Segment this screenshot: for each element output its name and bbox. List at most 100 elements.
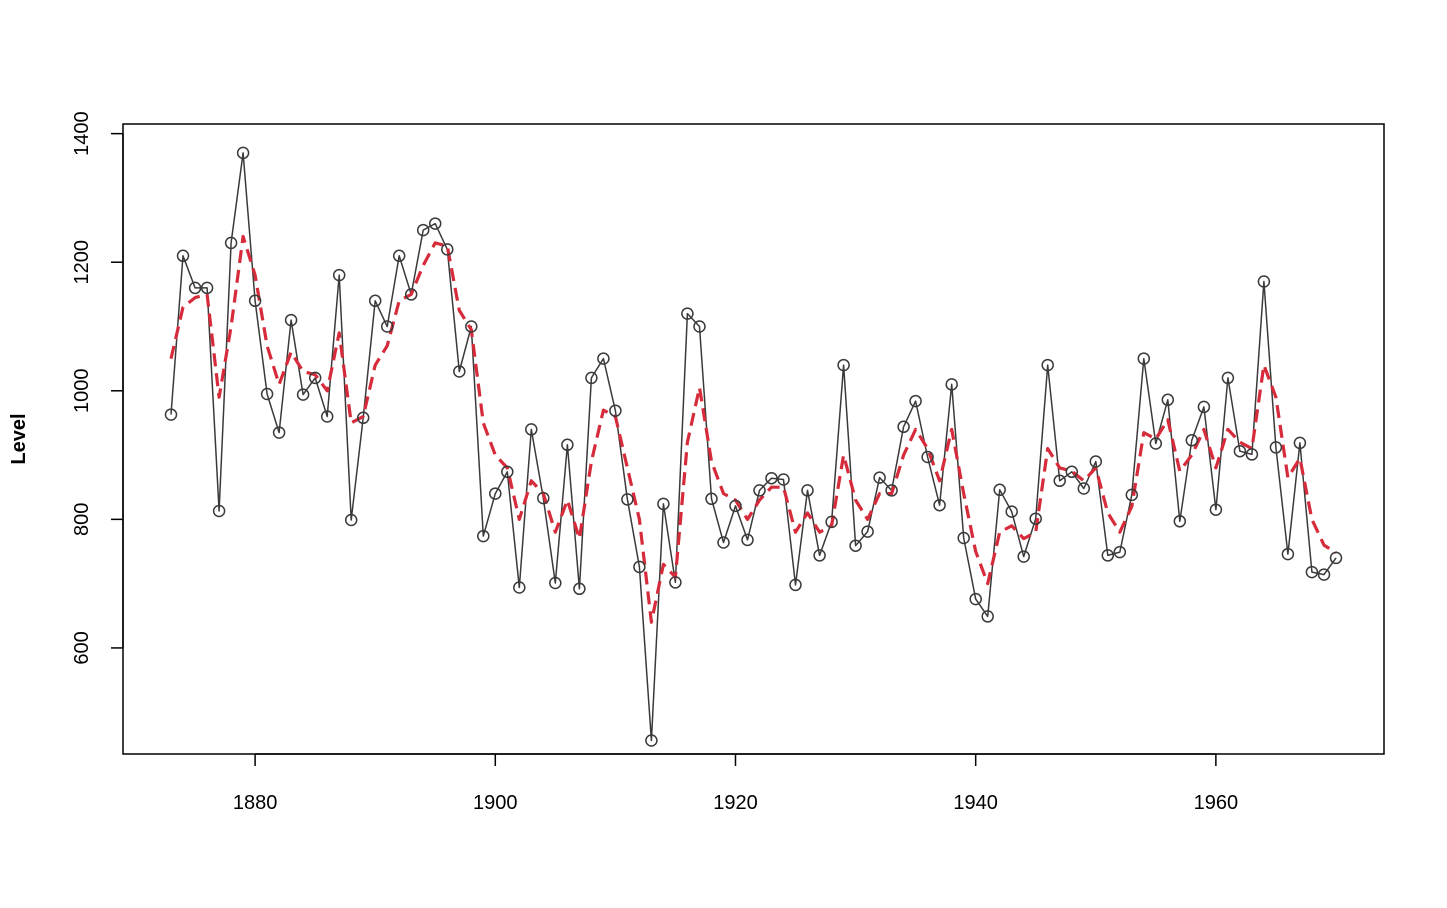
data-point bbox=[489, 487, 502, 500]
y-tick-label: 1000 bbox=[71, 369, 93, 414]
data-point bbox=[1221, 371, 1235, 385]
data-point bbox=[753, 484, 766, 497]
data-point bbox=[453, 365, 466, 378]
data-point bbox=[513, 581, 526, 594]
data-point bbox=[1197, 400, 1211, 414]
data-point bbox=[501, 465, 514, 479]
y-tick-label: 800 bbox=[71, 503, 93, 536]
data-point bbox=[212, 504, 226, 518]
data-point bbox=[525, 423, 538, 436]
data-point bbox=[1053, 474, 1066, 488]
data-point bbox=[789, 578, 802, 592]
data-points bbox=[164, 146, 1343, 747]
data-point bbox=[717, 536, 730, 549]
data-point bbox=[861, 525, 874, 538]
data-point bbox=[176, 249, 190, 263]
data-point bbox=[1245, 448, 1259, 461]
data-point bbox=[1173, 515, 1187, 528]
data-point bbox=[1329, 551, 1343, 565]
data-point bbox=[693, 320, 706, 333]
data-point bbox=[681, 307, 694, 320]
x-tick-label: 1880 bbox=[233, 792, 278, 814]
data-point bbox=[296, 388, 310, 401]
data-point bbox=[248, 294, 262, 308]
plot-frame bbox=[122, 123, 1385, 755]
x-tick-label: 1940 bbox=[953, 792, 998, 814]
data-point bbox=[1305, 565, 1319, 579]
x-axis: 1880 1900 1920 1940 1960 bbox=[233, 753, 1239, 814]
data-point bbox=[1005, 505, 1018, 518]
y-axis: 600 800 1000 1200 1400 bbox=[71, 111, 124, 665]
data-point bbox=[597, 352, 610, 365]
data-point bbox=[1293, 436, 1307, 450]
data-point bbox=[549, 576, 562, 590]
data-point bbox=[392, 249, 406, 263]
data-point bbox=[1185, 434, 1199, 447]
data-point bbox=[1209, 503, 1223, 516]
data-point bbox=[272, 426, 286, 439]
data-point bbox=[224, 236, 238, 250]
data-point bbox=[356, 411, 370, 425]
data-point bbox=[1317, 568, 1331, 581]
data-point bbox=[885, 484, 898, 497]
data-point bbox=[849, 539, 862, 552]
data-point bbox=[236, 146, 250, 160]
data-point bbox=[873, 471, 886, 484]
data-point bbox=[621, 493, 634, 506]
data-point bbox=[344, 513, 358, 527]
x-tick-label: 1960 bbox=[1194, 792, 1239, 814]
data-point bbox=[801, 484, 814, 497]
data-point bbox=[1257, 275, 1271, 288]
data-point bbox=[320, 410, 334, 423]
data-point bbox=[1233, 444, 1247, 458]
data-point bbox=[404, 288, 418, 301]
y-tick-label: 1400 bbox=[71, 111, 93, 156]
data-point bbox=[200, 281, 214, 295]
data-point bbox=[657, 497, 670, 511]
data-point bbox=[1161, 393, 1175, 407]
data-point bbox=[585, 371, 598, 385]
data-point bbox=[645, 734, 658, 747]
data-point bbox=[1125, 488, 1139, 502]
data-point bbox=[921, 450, 934, 464]
data-point bbox=[428, 217, 442, 230]
y-tick-label: 600 bbox=[71, 631, 93, 664]
data-point bbox=[957, 531, 970, 545]
data-point bbox=[633, 560, 646, 574]
data-point bbox=[741, 533, 754, 547]
data-point bbox=[441, 243, 454, 256]
x-tick-label: 1920 bbox=[713, 792, 758, 814]
data-point bbox=[909, 394, 922, 408]
data-point bbox=[1281, 547, 1295, 561]
data-point bbox=[260, 387, 274, 401]
series-lines bbox=[169, 152, 1337, 742]
data-point bbox=[308, 371, 322, 385]
data-point bbox=[537, 491, 550, 505]
data-point bbox=[477, 529, 490, 543]
data-point bbox=[1017, 550, 1030, 563]
data-point bbox=[933, 498, 946, 512]
data-point bbox=[1089, 455, 1103, 468]
data-point bbox=[1041, 358, 1054, 372]
data-point bbox=[1113, 545, 1127, 559]
data-point bbox=[1065, 465, 1079, 479]
data-point bbox=[837, 358, 850, 372]
data-point bbox=[729, 499, 742, 513]
data-point bbox=[164, 408, 178, 421]
data-point bbox=[993, 483, 1006, 497]
data-point bbox=[969, 592, 982, 606]
data-point bbox=[813, 549, 826, 562]
data-point bbox=[669, 576, 682, 589]
data-point bbox=[416, 223, 430, 237]
x-tick-label: 1900 bbox=[473, 792, 518, 814]
data-point bbox=[188, 281, 202, 295]
data-point bbox=[945, 378, 958, 391]
y-tick-label: 1200 bbox=[71, 240, 93, 285]
data-point bbox=[825, 515, 838, 529]
data-point bbox=[1077, 482, 1091, 495]
data-point bbox=[765, 471, 778, 485]
data-point bbox=[981, 610, 994, 623]
data-point bbox=[1101, 549, 1115, 562]
data-point bbox=[1029, 512, 1042, 525]
data-point bbox=[705, 492, 718, 506]
